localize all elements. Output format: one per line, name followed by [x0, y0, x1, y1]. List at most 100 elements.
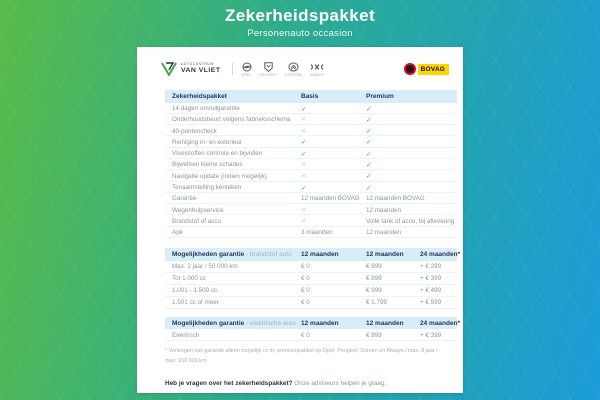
table-row: Tot 1.000 cc € 0 € 899 + € 399: [165, 273, 457, 285]
table-row: 14 dagen omruilgarantie ✓ ✓: [165, 103, 457, 114]
cell-value: + € 399: [420, 331, 442, 339]
cell-value: € 1.799: [366, 299, 388, 307]
check-icon: ✓: [366, 150, 372, 158]
row-label: Elektrisch: [172, 331, 200, 339]
table-row: Brandstof of accu ✕ Volle tank of accu, bi…: [165, 215, 457, 227]
check-icon: ✓: [301, 139, 307, 147]
cell-value: + € 399: [420, 275, 442, 283]
fuel-table-header: Mogelijkheden garantie - brandstof auto …: [165, 248, 461, 261]
column-header-12-maanden: 12 maanden: [301, 319, 339, 327]
electric-table-title-bold: Mogelijkheden garantie: [172, 319, 245, 327]
table-row: Garantie 12 maanden BOVAG 12 maanden BOVAG: [165, 193, 457, 205]
cell-value: € 899: [366, 275, 382, 283]
row-label: 1.501 cc of meer: [172, 299, 219, 307]
bovag-circle-icon: [403, 63, 416, 75]
row-label: 40-puntencheck: [172, 127, 217, 135]
table-row: 40-puntencheck ✕ ✓: [165, 125, 457, 137]
row-label: Wegenhulpservice: [172, 206, 224, 214]
van-vliet-logo-icon: [161, 62, 177, 76]
table-row: Max. 2 jaar / 50.000 km € 0 € 699 + € 299: [165, 261, 457, 273]
footer-question-bold: Heb je vragen over het zekerheidspakket?: [165, 379, 293, 387]
check-icon: ✓: [366, 139, 372, 147]
row-label: Apk: [172, 229, 183, 237]
fuel-table-title-bold: Mogelijkheden garantie: [172, 251, 245, 259]
column-header-24-maanden: 24 maanden*: [420, 319, 461, 327]
column-header-12-maanden: 12 maanden: [301, 251, 339, 259]
column-header-zekerheidspakket: Zekerheidspakket: [172, 93, 227, 100]
cell-value: + € 499: [420, 287, 442, 295]
table-row: Bijwerken kleine schades ✕ ✓: [165, 159, 457, 171]
cell-value: € 0: [301, 287, 310, 295]
row-label: Reiniging in- en exterieur: [172, 138, 243, 146]
table-row: Onderhoudsbeurt volgens fabrieksschema ✕ ✓: [165, 114, 457, 126]
cell-value: 12 maanden: [366, 206, 402, 214]
cell-value: € 699: [366, 263, 382, 271]
logo-row: AUTOCENTRUM VAN VLIET OPEL: [161, 56, 449, 82]
row-label: Vloeistoffen controle en bijvullen: [172, 150, 263, 158]
table-row: Apk 3 maanden 12 maanden: [165, 227, 457, 239]
check-icon: ✓: [366, 116, 372, 124]
row-label: Garantie: [172, 195, 197, 203]
table-row: Wegenhulpservice ✕ 12 maanden: [165, 204, 457, 216]
dealer-name: AUTOCENTRUM VAN VLIET: [181, 62, 221, 74]
row-label: Navigatie update (indien mogelijk): [172, 172, 267, 180]
brand-citroen: CITROËN: [285, 62, 301, 77]
fuel-table-body: Max. 2 jaar / 50.000 km € 0 € 699 + € 299 To…: [165, 261, 457, 309]
brand-caption: CITROËN: [285, 72, 302, 77]
cross-icon: ✕: [301, 116, 307, 124]
column-header-12-maanden: 12 maanden: [366, 251, 404, 259]
brand-caption: AIWAYS: [309, 72, 324, 77]
row-label: 14 dagen omruilgarantie: [172, 105, 240, 112]
check-icon: ✓: [366, 161, 372, 169]
cell-value: 12 maanden: [366, 229, 402, 237]
opel-logo-icon: [242, 62, 252, 72]
check-icon: ✓: [366, 105, 372, 113]
brand-aiways: AIWAYS: [310, 62, 324, 77]
cell-value: € 999: [366, 287, 382, 295]
check-icon: ✓: [366, 184, 372, 192]
cell-value: € 0: [301, 299, 310, 307]
cross-icon: ✕: [301, 161, 307, 169]
table-row: 1.001 - 1.500 cc € 0 € 999 + € 499: [165, 285, 457, 297]
tables-area: Zekerheidspakket Basis Premium 14 dagen …: [165, 90, 461, 387]
fuel-table-title: Mogelijkheden garantie - brandstof auto: [172, 251, 292, 258]
brand-opel: OPEL: [242, 62, 252, 77]
cell-value: 12 maanden BOVAG: [301, 195, 360, 203]
dealer-name-main: VAN VLIET: [181, 66, 221, 74]
column-header-12-maanden: 12 maanden: [366, 319, 404, 327]
row-label: Tot 1.000 cc: [172, 275, 206, 283]
cell-value: Volle tank of accu, bij aflevering: [366, 217, 455, 225]
electric-table-title: Mogelijkheden garantie - elektrische aut…: [172, 320, 296, 327]
feature-table-header: Zekerheidspakket Basis Premium: [165, 90, 457, 103]
footnote: * Verlengen van garantie alleen mogelijk…: [165, 348, 438, 365]
cell-value: € 0: [301, 331, 310, 339]
cross-icon: ✕: [301, 217, 307, 225]
page-banner: Zekerheidspakket Personenauto occasion: [137, 6, 463, 39]
electric-table-header: Mogelijkheden garantie - elektrische aut…: [165, 316, 461, 330]
column-header-premium: Premium: [366, 93, 394, 100]
row-label: Bijwerken kleine schades: [172, 161, 243, 169]
footer-question-normal: Onze adviseurs helpen je graag.: [294, 379, 387, 387]
table-row: Elektrisch € 0 € 899 + € 399: [165, 329, 457, 342]
check-icon: ✓: [366, 173, 372, 181]
check-icon: ✓: [301, 150, 307, 158]
feature-table-body: 14 dagen omruilgarantie ✓ ✓ Onderhoudsbeurt…: [165, 103, 457, 239]
cell-value: + € 299: [420, 263, 442, 271]
spacer: [165, 309, 457, 317]
cell-value: € 899: [366, 331, 382, 339]
dealer-name-top: AUTOCENTRUM: [181, 62, 214, 67]
bovag-label: BOVAG: [417, 63, 449, 75]
row-label: Brandstof of accu: [172, 217, 222, 225]
brand-logos: OPEL PEUGEOT CITROËN: [242, 61, 324, 77]
electric-table-title-light: - elektrische auto: [246, 319, 296, 327]
bovag-logo: BOVAG: [403, 63, 449, 75]
table-row: Navigatie update (indien mogelijk) ✕ ✓: [165, 170, 457, 182]
table-row: Reiniging in- en exterieur ✓ ✓: [165, 136, 457, 148]
brand-caption: OPEL: [241, 72, 252, 77]
check-icon: ✓: [366, 128, 372, 136]
column-header-24-maanden: 24 maanden*: [420, 251, 461, 259]
aiways-logo-icon: [310, 62, 324, 72]
logo-divider: [231, 63, 233, 75]
table-row: Tenaamstelling kenteken ✓ ✓: [165, 182, 457, 193]
dealer-logo: AUTOCENTRUM VAN VLIET: [161, 62, 221, 76]
